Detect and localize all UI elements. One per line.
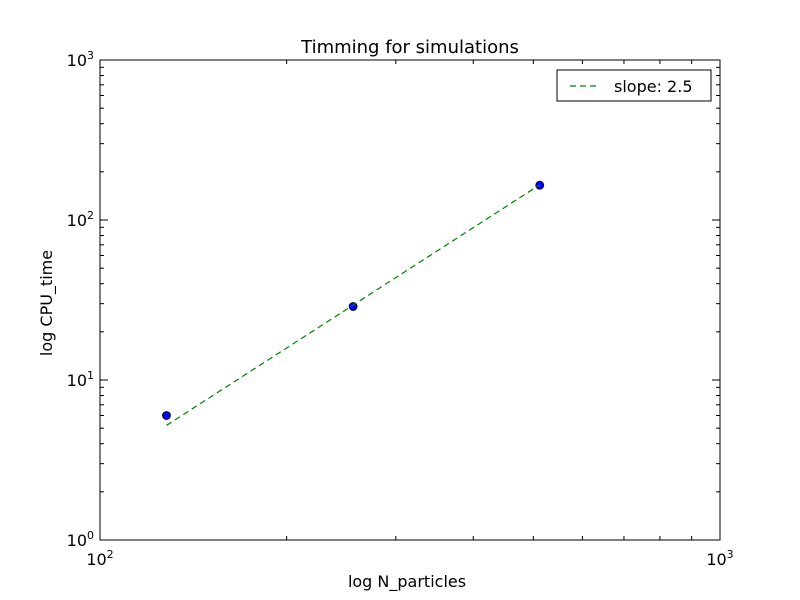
chart-title: Timming for simulations [300,37,519,58]
axis-tick-labels: 102 103 100 101 102 103 [67,49,734,569]
fit-line-slope [166,184,541,426]
y-tick-label: 100 [67,529,94,550]
data-point [162,411,171,420]
x-tick-label: 103 [706,548,733,569]
axis-ticks [99,59,721,541]
x-tick-label: 102 [86,548,113,569]
y-tick-label: 101 [67,369,94,390]
legend-label-slope: slope: 2.5 [614,77,693,96]
chart-marks [162,180,545,426]
x-axis-label: log N_particles [348,572,466,592]
y-axis-label: log CPU_time [37,250,57,356]
legend: slope: 2.5 [556,69,712,102]
y-tick-label: 102 [67,209,94,230]
plot-frame [99,59,721,541]
y-tick-label: 103 [67,49,94,70]
